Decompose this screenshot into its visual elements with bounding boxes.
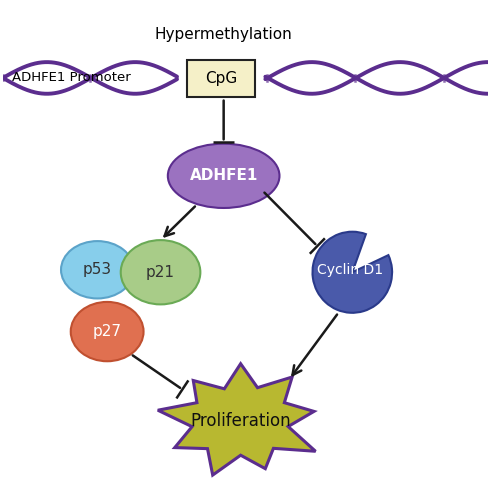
Ellipse shape xyxy=(121,240,200,304)
Wedge shape xyxy=(312,232,392,313)
Text: p53: p53 xyxy=(83,262,112,278)
Text: p21: p21 xyxy=(146,265,175,280)
Text: Proliferation: Proliferation xyxy=(191,412,291,430)
FancyBboxPatch shape xyxy=(187,60,255,96)
Text: Cyclin D1: Cyclin D1 xyxy=(317,263,383,277)
Ellipse shape xyxy=(71,302,143,361)
Text: p27: p27 xyxy=(93,324,122,339)
Text: ADHFE1: ADHFE1 xyxy=(190,168,258,184)
Text: CpG: CpG xyxy=(205,70,237,86)
Ellipse shape xyxy=(61,241,134,298)
Text: Hypermethylation: Hypermethylation xyxy=(155,28,293,42)
Polygon shape xyxy=(158,364,316,475)
Text: ADHFE1 Promoter: ADHFE1 Promoter xyxy=(12,72,131,85)
Ellipse shape xyxy=(168,144,279,208)
